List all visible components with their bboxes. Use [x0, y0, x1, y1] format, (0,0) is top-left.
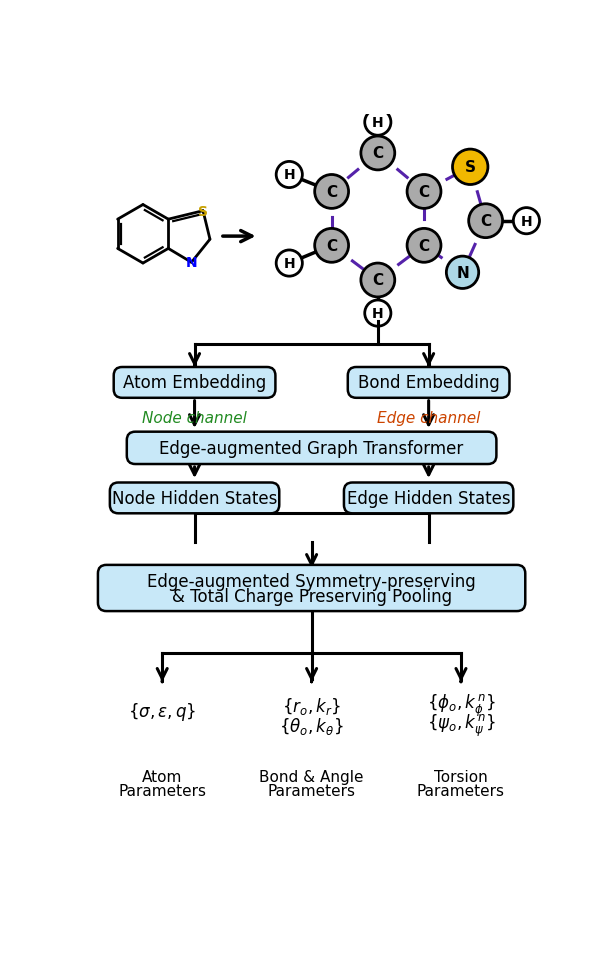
Text: Edge-augmented Graph Transformer: Edge-augmented Graph Transformer: [159, 439, 464, 457]
FancyBboxPatch shape: [344, 483, 513, 514]
Text: Edge-augmented Symmetry-preserving: Edge-augmented Symmetry-preserving: [147, 573, 476, 590]
Text: Parameters: Parameters: [118, 783, 206, 799]
Circle shape: [407, 229, 441, 263]
Circle shape: [361, 263, 395, 298]
FancyBboxPatch shape: [127, 432, 496, 464]
Text: & Total Charge Preserving Pooling: & Total Charge Preserving Pooling: [171, 588, 452, 605]
FancyBboxPatch shape: [348, 368, 510, 399]
Text: C: C: [326, 185, 337, 200]
Text: Edge Hidden States: Edge Hidden States: [347, 489, 511, 507]
Circle shape: [469, 205, 503, 238]
FancyBboxPatch shape: [110, 483, 279, 514]
Circle shape: [315, 175, 348, 209]
FancyBboxPatch shape: [114, 368, 275, 399]
Text: N: N: [456, 265, 469, 281]
Circle shape: [407, 175, 441, 209]
Circle shape: [513, 209, 539, 234]
Circle shape: [276, 251, 302, 277]
Text: C: C: [418, 185, 430, 200]
Text: Node Hidden States: Node Hidden States: [112, 489, 277, 507]
Text: N: N: [185, 256, 197, 270]
Text: S: S: [465, 160, 475, 175]
Circle shape: [365, 301, 391, 327]
Circle shape: [365, 110, 391, 136]
Text: S: S: [198, 205, 208, 218]
Text: $\{\sigma, \varepsilon, q\}$: $\{\sigma, \varepsilon, q\}$: [128, 701, 196, 723]
Text: $\{\psi_o, k_\psi^{\,n}\}$: $\{\psi_o, k_\psi^{\,n}\}$: [426, 712, 496, 738]
Text: H: H: [372, 116, 384, 130]
FancyBboxPatch shape: [98, 565, 525, 611]
Text: H: H: [520, 214, 532, 229]
Text: $\{r_o, k_r\}$: $\{r_o, k_r\}$: [282, 695, 341, 716]
Text: $\{\phi_o, k_\phi^{\,n}\}$: $\{\phi_o, k_\phi^{\,n}\}$: [426, 692, 496, 719]
Text: C: C: [418, 238, 430, 254]
Text: H: H: [283, 257, 295, 271]
Circle shape: [361, 136, 395, 171]
Text: $\{\theta_o, k_\theta\}$: $\{\theta_o, k_\theta\}$: [279, 715, 344, 736]
Text: C: C: [326, 238, 337, 254]
Text: Parameters: Parameters: [268, 783, 356, 799]
Text: Torsion: Torsion: [434, 770, 488, 784]
Text: C: C: [480, 214, 491, 229]
Text: Parameters: Parameters: [417, 783, 505, 799]
Circle shape: [315, 229, 348, 263]
Text: Node channel: Node channel: [142, 410, 247, 425]
Text: Bond & Angle: Bond & Angle: [260, 770, 364, 784]
Text: C: C: [372, 273, 384, 288]
Circle shape: [446, 257, 478, 289]
Text: Bond Embedding: Bond Embedding: [358, 374, 500, 392]
Text: Edge channel: Edge channel: [377, 410, 480, 425]
Text: H: H: [283, 168, 295, 183]
Text: H: H: [372, 307, 384, 321]
Text: Atom: Atom: [142, 770, 182, 784]
Text: Atom Embedding: Atom Embedding: [123, 374, 266, 392]
Text: C: C: [372, 146, 384, 161]
Circle shape: [452, 150, 488, 185]
Circle shape: [276, 162, 302, 188]
